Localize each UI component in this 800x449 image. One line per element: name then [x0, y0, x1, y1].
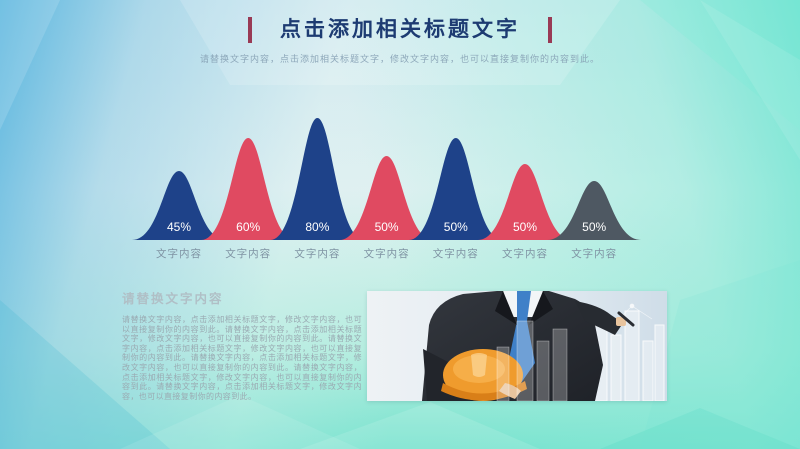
header: 点击添加相关标题文字 请替换文字内容，点击添加相关标题文字，修改文字内容，也可以… — [0, 14, 800, 65]
peak-value-label: 45% — [167, 220, 191, 234]
peak-value-label: 50% — [375, 220, 399, 234]
chart-category-label[interactable]: 文字内容 — [225, 248, 272, 260]
peak-shape[interactable] — [478, 164, 572, 240]
chart-category-label[interactable]: 文字内容 — [156, 248, 202, 260]
body-text-block: 请替换文字内容 请替换文字内容，点击添加相关标题文字，修改文字内容，也可以直接复… — [122, 288, 362, 401]
chart-category-label[interactable]: 文字内容 — [432, 248, 479, 260]
peak-shape[interactable] — [201, 138, 296, 240]
chart-category-label[interactable]: 文字内容 — [571, 248, 618, 260]
peaks-chart[interactable]: 45% 60% 80% 50% 50% 50% 50% 文字内容 文字内容 文字内容 文字内容 文字… — [0, 0, 800, 280]
chart-category-label[interactable]: 文字内容 — [294, 248, 341, 260]
businessman-photo-illustration — [367, 291, 667, 401]
body-heading[interactable]: 请替换文字内容 — [122, 292, 224, 306]
subtitle[interactable]: 请替换文字内容，点击添加相关标题文字，修改文字内容，也可以直接复制你的内容到此。 — [199, 54, 600, 64]
peak-value-label: 50% — [444, 220, 468, 234]
title-accent-bar-left — [248, 17, 252, 43]
peak-shape[interactable] — [408, 138, 503, 240]
peak-shape[interactable] — [339, 156, 434, 240]
peak-value-label: 50% — [513, 220, 537, 234]
page-title[interactable]: 点击添加相关标题文字 — [280, 18, 520, 41]
peak-value-label: 50% — [582, 220, 606, 234]
businessman-photo[interactable] — [367, 291, 667, 401]
peaks-chart-svg[interactable]: 45% 60% 80% 50% 50% 50% 50% — [126, 96, 666, 246]
pen — [617, 311, 635, 327]
chart-category-label[interactable]: 文字内容 — [363, 248, 410, 260]
chart-category-label[interactable]: 文字内容 — [502, 248, 548, 260]
peak-shape[interactable] — [270, 118, 365, 240]
peak-shape[interactable] — [132, 171, 226, 240]
peak-value-label: 80% — [305, 220, 329, 234]
peak-value-label: 60% — [236, 220, 260, 234]
peak-shape[interactable] — [547, 181, 642, 240]
body-paragraph[interactable]: 请替换文字内容，点击添加相关标题文字，修改文字内容，也可以直接复制你的内容到此。… — [122, 315, 362, 401]
title-accent-bar-right — [548, 17, 552, 43]
